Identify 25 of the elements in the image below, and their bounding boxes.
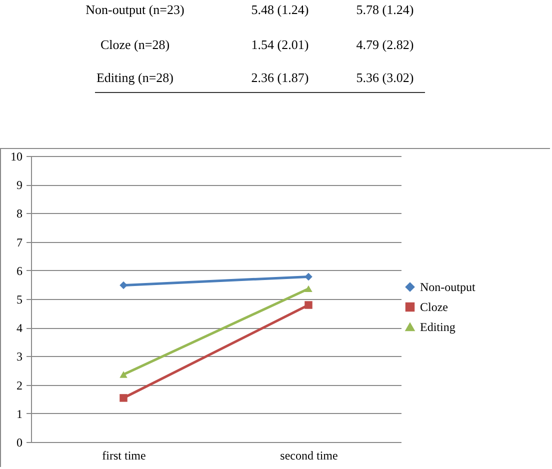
legend-label: Cloze: [420, 300, 448, 314]
legend-label: Non-output: [420, 280, 476, 294]
y-tick-label: 10: [10, 150, 22, 164]
y-tick-label: 2: [16, 378, 22, 392]
text: 5.36 (3.02): [356, 70, 414, 86]
x-tick-label: second time: [280, 448, 338, 462]
x-tick-label: first time: [102, 448, 146, 462]
y-tick-label: 6: [16, 264, 22, 278]
legend-label: Editing: [420, 320, 456, 334]
text: 2.36 (1.87): [251, 70, 309, 86]
text: Cloze (n=28): [100, 37, 170, 53]
text: 1.54 (2.01): [251, 37, 309, 53]
y-tick-label: 5: [16, 292, 22, 306]
y-tick-label: 4: [16, 321, 22, 336]
text: 5.48 (1.24): [251, 2, 309, 18]
y-tick-label: 7: [16, 235, 22, 250]
text: 4.79 (2.82): [356, 37, 414, 53]
text: 5.78 (1.24): [356, 2, 414, 18]
text: Editing (n=28): [96, 70, 174, 86]
y-tick-label: 9: [16, 178, 22, 192]
y-tick-label: 1: [16, 406, 22, 421]
y-tick-label: 3: [16, 350, 22, 364]
text: Non-output (n=23): [86, 2, 184, 18]
y-tick-label: 8: [16, 206, 22, 221]
y-tick-label: 0: [16, 436, 22, 450]
